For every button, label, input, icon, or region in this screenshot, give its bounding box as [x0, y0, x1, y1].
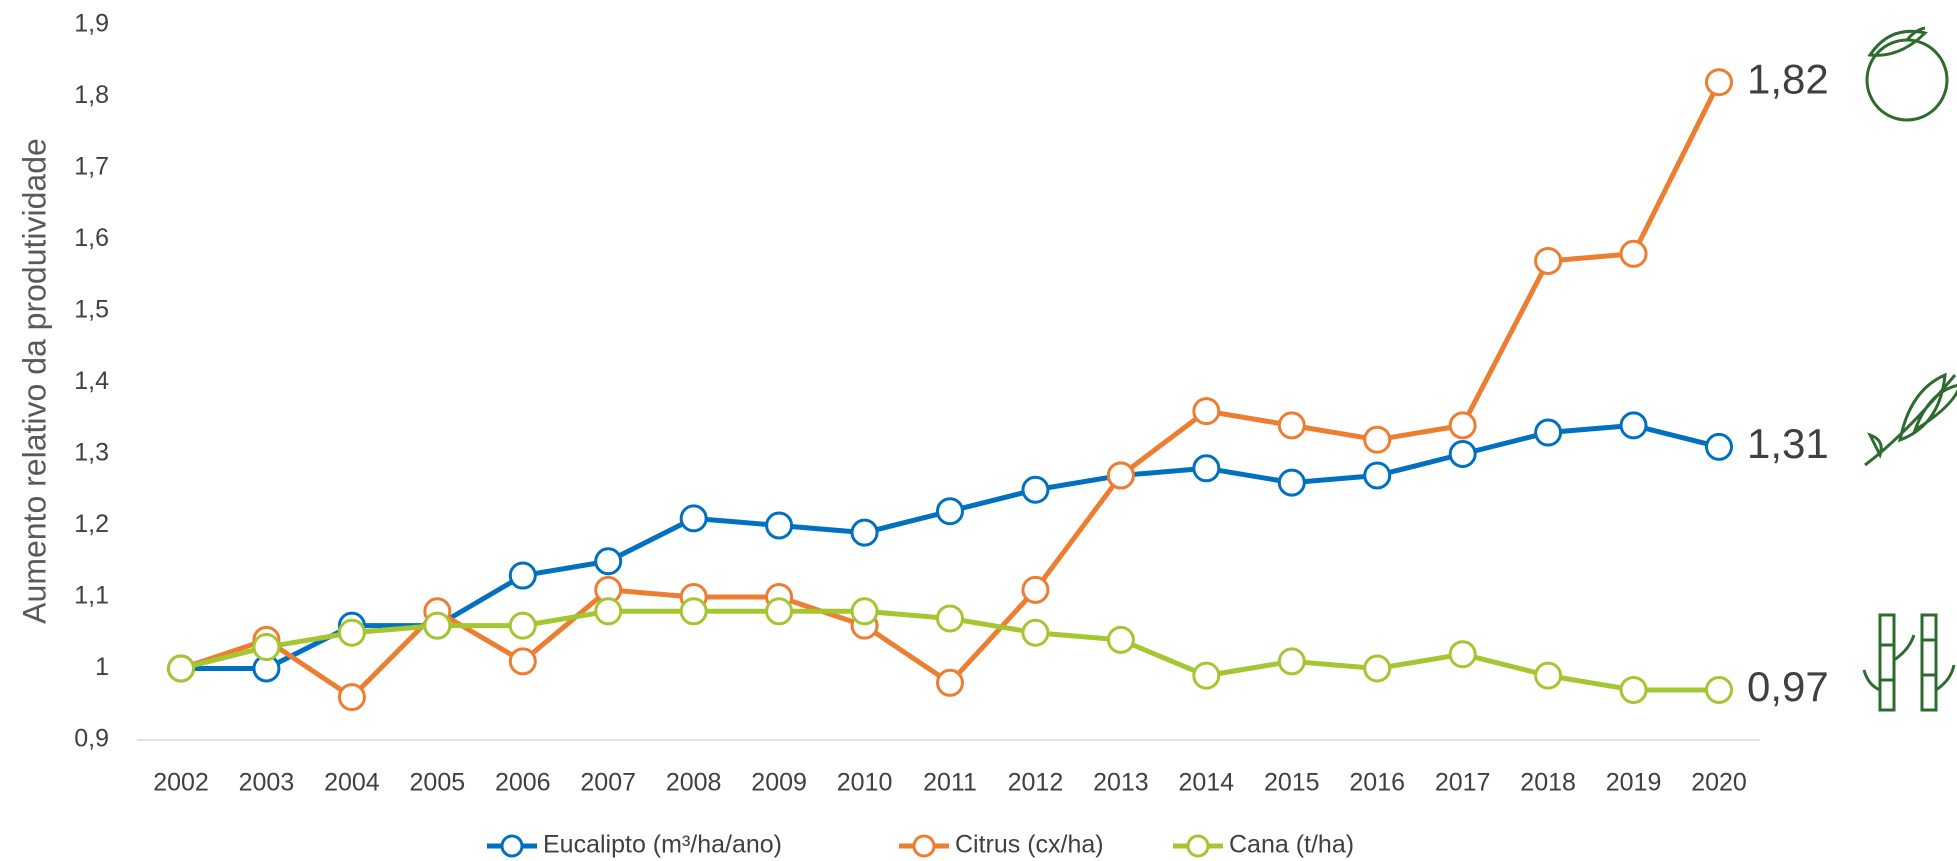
point-marker	[1106, 625, 1135, 654]
point-marker	[1106, 461, 1135, 490]
point-marker	[1021, 575, 1050, 604]
x-tick-label: 2003	[239, 769, 295, 797]
x-tick-label: 2012	[1008, 769, 1064, 797]
point-marker	[508, 561, 537, 590]
x-tick-label: 2019	[1606, 769, 1662, 797]
end-label: 1,82	[1747, 55, 1829, 102]
x-tick-label: 2011	[923, 769, 977, 797]
y-tick-label: 1,1	[74, 582, 109, 610]
end-label: 0,97	[1747, 663, 1829, 710]
x-tick-label: 2007	[580, 769, 636, 797]
x-tick-label: 2018	[1520, 769, 1576, 797]
y-tick-label: 1,5	[74, 296, 109, 324]
point-marker	[936, 497, 964, 526]
point-marker	[1619, 411, 1648, 440]
point-marker	[1619, 239, 1648, 268]
legend-marker	[912, 834, 936, 858]
x-tick-label: 2008	[666, 769, 722, 797]
point-marker	[1192, 661, 1221, 690]
point-marker	[679, 504, 708, 533]
eucalyptus-icon	[1864, 372, 1957, 467]
point-marker	[1448, 411, 1477, 440]
point-marker	[1277, 647, 1306, 676]
point-marker	[1277, 468, 1306, 497]
point-marker	[679, 597, 708, 626]
x-tick-label: 2006	[495, 769, 551, 797]
point-marker	[423, 611, 452, 640]
y-tick-label: 1,2	[74, 510, 109, 538]
point-marker	[850, 518, 879, 547]
point-marker	[1448, 440, 1477, 468]
x-tick-label: 2013	[1093, 769, 1149, 797]
point-marker	[594, 547, 623, 576]
point-marker	[1705, 675, 1733, 704]
legend-marker	[1186, 834, 1210, 858]
point-marker	[1192, 397, 1221, 426]
point-marker	[1363, 654, 1392, 683]
point-marker	[1619, 675, 1648, 704]
point-marker	[1192, 454, 1221, 483]
point-marker	[765, 597, 794, 626]
bamboo-icon	[1862, 613, 1956, 712]
x-tick-label: 2017	[1435, 769, 1491, 797]
point-marker	[1021, 618, 1050, 647]
point-marker	[1534, 418, 1563, 447]
y-tick-label: 1,7	[74, 153, 109, 181]
point-marker	[1363, 425, 1392, 454]
point-marker	[765, 511, 794, 540]
x-tick-label: 2020	[1691, 769, 1747, 797]
point-marker	[1363, 461, 1392, 490]
y-tick-label: 1,9	[74, 10, 109, 38]
point-marker	[337, 683, 366, 712]
citrus-icon	[1865, 26, 1949, 122]
x-tick-label: 2004	[324, 769, 380, 797]
y-tick-label: 1	[95, 653, 109, 681]
end-label: 1,31	[1747, 420, 1829, 467]
legend-label: Eucalipto (m³/ha/ano)	[543, 831, 782, 859]
x-tick-label: 2005	[410, 769, 466, 797]
x-tick-label: 2014	[1179, 769, 1235, 797]
point-marker	[850, 597, 879, 626]
y-tick-label: 1,4	[74, 367, 109, 395]
point-marker	[337, 618, 366, 647]
point-marker	[936, 668, 964, 697]
point-marker	[1021, 475, 1050, 504]
y-tick-label: 1,8	[74, 81, 109, 109]
x-tick-label: 2002	[153, 769, 209, 797]
x-tick-label: 2010	[837, 769, 893, 797]
point-marker	[1534, 661, 1563, 690]
x-tick-label: 2015	[1264, 769, 1320, 797]
point-marker	[508, 611, 537, 640]
x-tick-label: 2016	[1349, 769, 1405, 797]
point-marker	[1705, 432, 1733, 461]
legend-label: Citrus (cx/ha)	[955, 831, 1104, 859]
legend-label: Cana (t/ha)	[1229, 831, 1354, 859]
point-marker	[508, 647, 537, 676]
y-tick-label: 0,9	[74, 725, 109, 753]
y-tick-label: 1,3	[74, 439, 109, 467]
point-marker	[1448, 640, 1477, 669]
x-tick-label: 2009	[751, 769, 807, 797]
legend-marker	[500, 834, 524, 858]
point-marker	[594, 597, 623, 626]
point-marker	[167, 654, 195, 683]
point-marker	[936, 604, 964, 633]
point-marker	[1277, 411, 1306, 440]
y-axis-label: Aumento relativo da produtividade	[16, 138, 52, 624]
point-marker	[1705, 68, 1733, 97]
y-tick-label: 1,6	[74, 224, 109, 252]
point-marker	[252, 633, 281, 662]
point-marker	[1534, 246, 1563, 275]
